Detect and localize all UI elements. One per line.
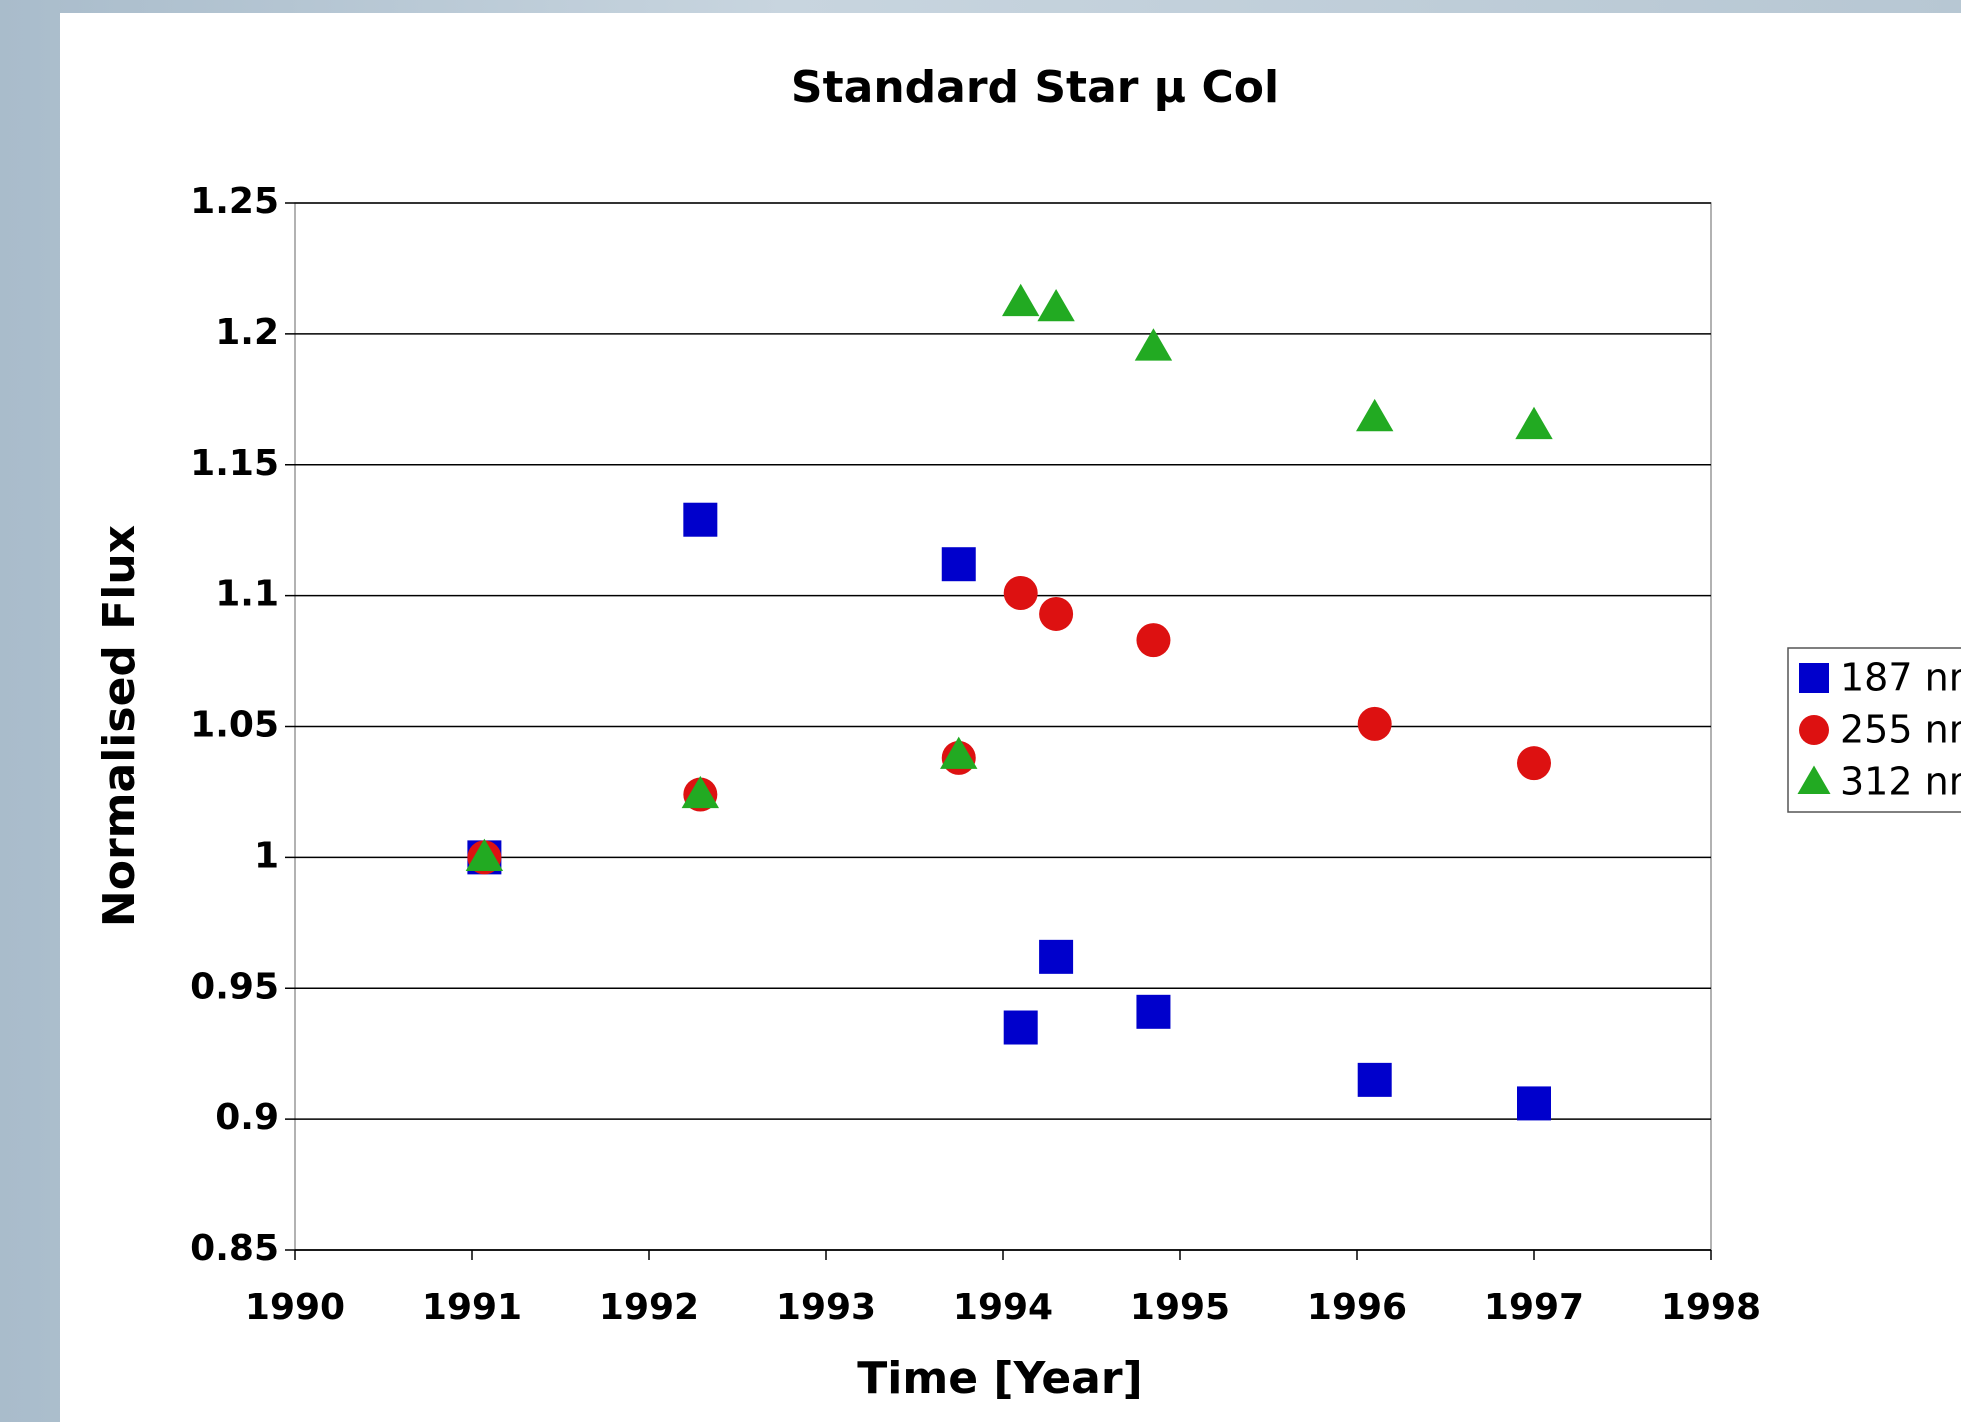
x-tick-label: 1992 (599, 1287, 699, 1328)
marker-triangle (1356, 398, 1394, 432)
marker-triangle (1515, 406, 1553, 440)
marker-circle (1039, 596, 1074, 631)
marker-triangle (940, 736, 978, 769)
y-tick-label: 0.9 (215, 1097, 279, 1138)
x-tick-label: 1993 (776, 1287, 876, 1328)
chart-panel (60, 13, 1961, 1422)
x-tick-label: 1998 (1661, 1287, 1761, 1328)
y-axis-title: Normalised Flux (94, 525, 145, 927)
marker-square (1357, 1062, 1392, 1097)
marker-triangle (681, 775, 720, 809)
marker-triangle (1797, 765, 1831, 794)
y-tick-label: 0.85 (190, 1228, 279, 1269)
x-tick-label: 1994 (953, 1287, 1053, 1328)
y-tick-label: 0.95 (190, 966, 279, 1007)
marker-circle (1799, 715, 1829, 745)
marker-triangle (1134, 328, 1173, 361)
marker-triangle (1002, 283, 1040, 317)
y-tick-label: 1.05 (190, 705, 279, 746)
y-tick-label: 1.25 (190, 181, 279, 222)
legend-label: 187 nm (1840, 656, 1961, 700)
marker-circle (1003, 576, 1038, 611)
y-tick-label: 1.1 (215, 574, 279, 615)
marker-circle (1357, 706, 1392, 741)
marker-square (1517, 1086, 1551, 1121)
x-tick-label: 1997 (1484, 1287, 1584, 1328)
marker-square (1039, 939, 1074, 974)
x-tick-label: 1995 (1130, 1287, 1230, 1328)
x-tick-label: 1990 (245, 1287, 345, 1328)
legend-label: 312 nm (1840, 760, 1961, 804)
marker-square (941, 547, 976, 582)
marker-circle (1517, 746, 1551, 781)
marker-square (1136, 994, 1171, 1029)
y-tick-label: 1 (254, 835, 279, 876)
y-tick-label: 1.2 (215, 312, 279, 353)
marker-triangle (1037, 289, 1075, 322)
marker-square (1799, 663, 1829, 693)
x-axis-title: Time [Year] (857, 1353, 1142, 1404)
chart-title: Standard Star μ Col (791, 62, 1279, 113)
legend-label: 255 nm (1840, 708, 1961, 752)
x-tick-label: 1996 (1307, 1287, 1407, 1328)
marker-square (683, 502, 718, 537)
marker-circle (1136, 623, 1171, 658)
x-tick-label: 1991 (422, 1287, 522, 1328)
y-tick-label: 1.15 (190, 443, 279, 484)
marker-triangle (465, 838, 504, 871)
marker-square (1003, 1010, 1038, 1045)
